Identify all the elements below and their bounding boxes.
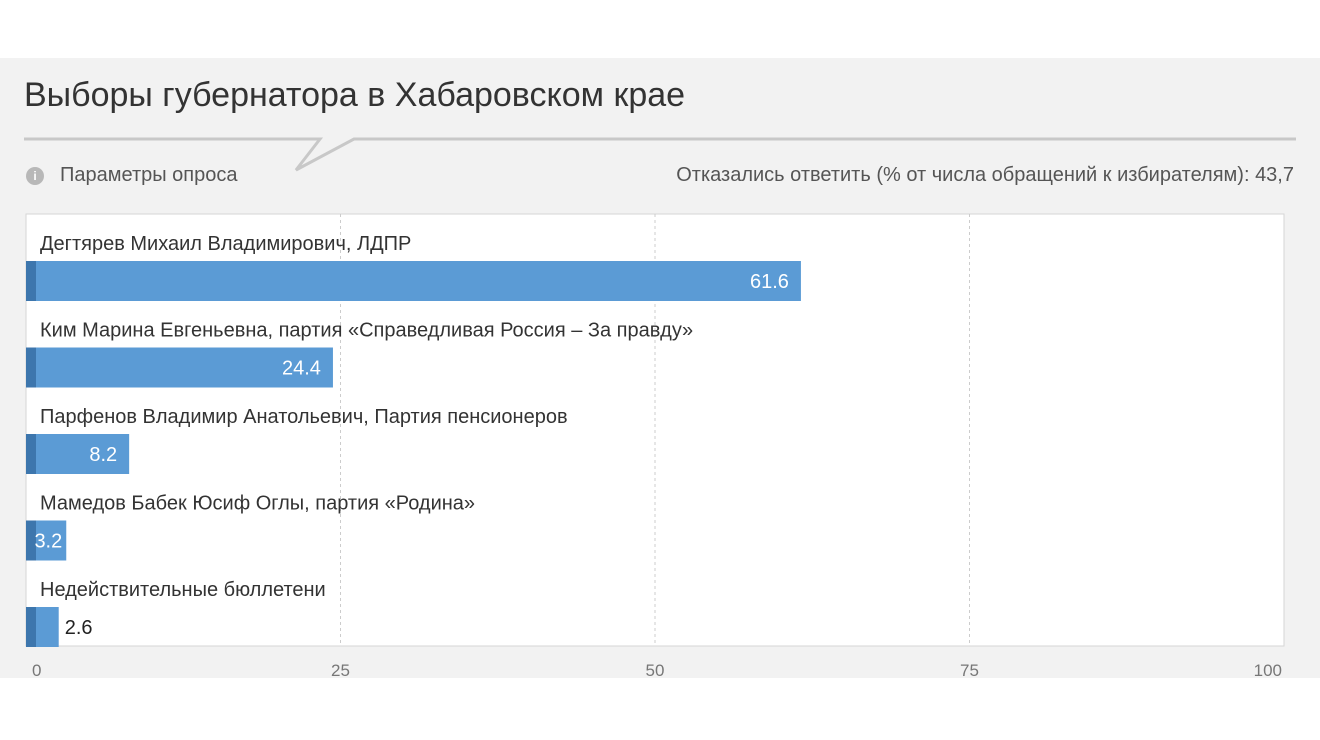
x-tick-label: 75: [960, 661, 979, 680]
bar: [26, 261, 801, 301]
bar-value-label: 2.6: [65, 617, 93, 639]
bar-edge: [26, 607, 36, 647]
bar-value-label: 8.2: [89, 444, 117, 466]
bar-chart: Дегтярев Михаил Владимирович, ЛДПР 61.6 Ки…: [25, 213, 1285, 680]
bar-edge: [26, 347, 36, 388]
info-icon[interactable]: i: [26, 167, 44, 185]
bar: [26, 347, 333, 388]
bar-edge: [26, 520, 36, 561]
x-tick-label: 100: [1254, 661, 1282, 680]
page-title: Выборы губернатора в Хабаровском крае: [24, 76, 686, 114]
header-divider: [24, 137, 1296, 172]
category-label: Мамедов Бабек Юсиф Оглы, партия «Родина»: [40, 493, 475, 515]
refused-to-answer-note: Отказались ответить (% от числа обращени…: [676, 164, 1294, 186]
category-label: Парфенов Владимир Анатольевич, Партия пе…: [40, 406, 568, 428]
bar-value-label: 61.6: [750, 271, 789, 293]
survey-params-link[interactable]: Параметры опроса: [60, 164, 238, 186]
x-tick-label: 25: [331, 661, 350, 680]
bar-edge: [26, 434, 36, 474]
bar-value-label: 3.2: [34, 531, 62, 553]
x-tick-label: 50: [646, 661, 665, 680]
bar: [26, 434, 130, 474]
category-label: Дегтярев Михаил Владимирович, ЛДПР: [40, 233, 411, 255]
category-label: Ким Марина Евгеньевна, партия «Справедли…: [40, 320, 693, 342]
bar-value-label: 24.4: [282, 358, 321, 380]
x-tick-label: 0: [32, 661, 41, 680]
category-label: Недействительные бюллетени: [40, 579, 326, 601]
bar-edge: [26, 261, 36, 301]
